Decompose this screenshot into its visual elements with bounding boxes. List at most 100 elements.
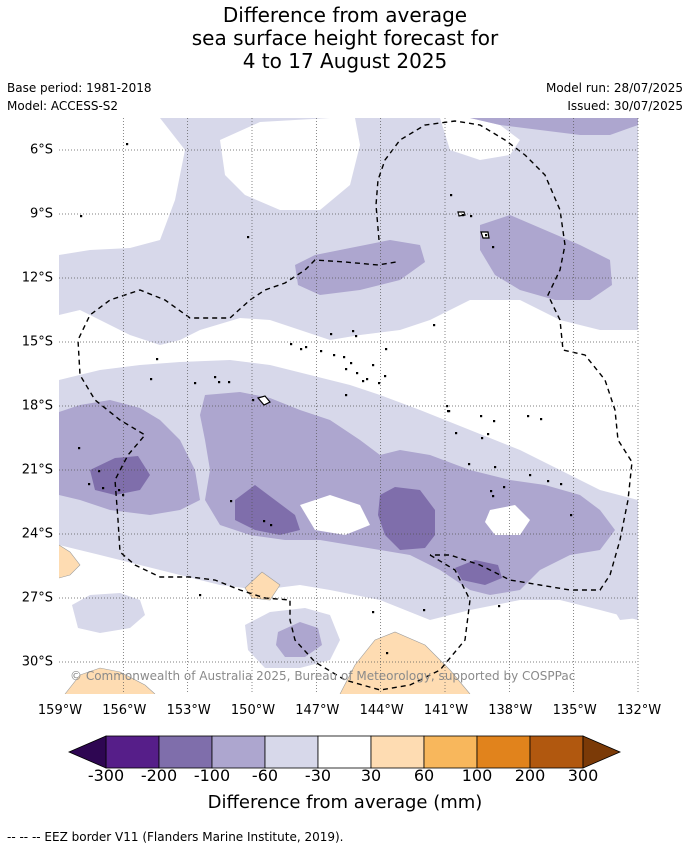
- island-dot: [446, 405, 449, 408]
- island-dot: [320, 350, 323, 353]
- island-dot: [455, 432, 458, 435]
- colorbar-tick-label: 200: [514, 766, 546, 785]
- island-dot: [345, 368, 348, 371]
- island-dot: [305, 346, 308, 349]
- island-dot: [122, 494, 125, 497]
- island-dot: [468, 463, 471, 466]
- island-dot: [498, 605, 501, 608]
- gridlines: [59, 118, 639, 694]
- island-dot: [80, 215, 83, 218]
- contour-dark-central: [235, 485, 300, 535]
- contour-mid-ne: [480, 215, 612, 300]
- island-dot: [78, 447, 81, 450]
- island-dot: [300, 348, 303, 351]
- contour-mid-north: [355, 118, 638, 135]
- colorbar-over-arrow: [582, 735, 622, 769]
- island-dot: [447, 410, 450, 413]
- contour-mid-south: [276, 622, 322, 657]
- lon-tick-label: 132°W: [616, 703, 662, 718]
- lat-tick-label: 27°S: [21, 590, 53, 606]
- island-dot: [503, 486, 506, 489]
- island-dot: [384, 375, 387, 378]
- contour-white-n2: [220, 118, 360, 210]
- model-run: Model run: 28/07/2025: [545, 81, 683, 95]
- lon-tick-label: 144°W: [359, 703, 404, 718]
- lat-tick-label: 21°S: [21, 462, 53, 478]
- colorbar-segment: [476, 735, 531, 769]
- island-dot: [547, 480, 550, 483]
- island-dot: [270, 524, 273, 527]
- colorbar-segments: [105, 735, 584, 769]
- island-dot: [570, 514, 573, 517]
- colorbar-tick-label: 30: [360, 766, 382, 785]
- island-dot: [345, 394, 348, 397]
- island-dot: [126, 143, 129, 146]
- island-dot: [423, 609, 426, 612]
- island-dot: [492, 495, 495, 498]
- island-dot: [492, 246, 495, 249]
- island-dot: [470, 215, 473, 218]
- contour-pos-sw: [65, 668, 155, 694]
- lon-tick-label: 150°W: [230, 703, 276, 718]
- island-dot: [98, 470, 101, 473]
- lat-tick-label: 6°S: [29, 142, 53, 158]
- island-dot: [355, 335, 358, 338]
- island-dot: [362, 380, 365, 383]
- colorbar-segment: [370, 735, 425, 769]
- island-dot: [199, 594, 202, 597]
- title-line-3: 4 to 17 August 2025: [242, 49, 448, 73]
- colorbar-segment: [211, 735, 266, 769]
- island-dot: [490, 490, 493, 493]
- model-name: Model: ACCESS-S2: [7, 99, 119, 113]
- lon-tick-label: 138°W: [488, 703, 533, 718]
- island-dot: [102, 487, 105, 490]
- island-dot: [386, 652, 389, 655]
- island-dot: [218, 381, 221, 384]
- island-dot: [252, 399, 255, 402]
- latitude-axis: 6°S 9°S 12°S 15°S 18°S 21°S 24°S 27°S 30°S: [0, 0, 53, 850]
- lat-tick-label: 30°S: [21, 654, 53, 670]
- colorbar-tick-label: 100: [461, 766, 493, 785]
- island-dot: [247, 236, 250, 239]
- contour-lines: [59, 544, 471, 694]
- island-dot: [352, 330, 355, 333]
- island-dot: [263, 520, 266, 523]
- eez-borders: [77, 120, 633, 691]
- colorbar-segment: [317, 735, 372, 769]
- contour-white-n1: [59, 118, 185, 255]
- island-dot: [118, 489, 121, 492]
- title-line-2: sea surface height forecast for: [191, 26, 499, 50]
- island-dot: [150, 378, 153, 381]
- colorbar-tick-label: -200: [140, 766, 178, 785]
- island-dot: [372, 364, 375, 367]
- island-dot: [214, 376, 217, 379]
- island-dot: [88, 483, 91, 486]
- chart-title: Difference from average sea surface heig…: [0, 4, 690, 73]
- island-dot: [529, 474, 532, 477]
- lon-tick-label: 141°W: [423, 703, 469, 718]
- colorbar-tick-label: -100: [193, 766, 231, 785]
- island-dot: [343, 356, 346, 359]
- meta-right: Model run: 28/07/2025 Issued: 30/07/2025: [546, 79, 683, 115]
- lon-tick-label: 147°W: [295, 703, 340, 718]
- contour-mid-central-n: [295, 240, 425, 295]
- contour-light-se: [608, 545, 638, 620]
- island-dot: [378, 382, 381, 385]
- island-dot: [493, 420, 496, 423]
- island-dot: [494, 466, 497, 469]
- colorbar-under-arrow: [67, 735, 107, 769]
- colorbar-tick-label: -30: [304, 766, 332, 785]
- island-dot: [485, 234, 488, 237]
- colorbar-tick-label: 300: [567, 766, 599, 785]
- island-dots: [78, 143, 573, 655]
- island-dot: [366, 378, 369, 381]
- contour-white-se: [485, 505, 530, 535]
- copyright-note: © Commonwealth of Australia 2025, Bureau…: [70, 669, 576, 683]
- meta-left: Base period: 1981-2018 Model: ACCESS-S2: [7, 79, 152, 115]
- colorbar-tick-label: -300: [87, 766, 125, 785]
- island-dot: [433, 324, 436, 327]
- island-dot: [330, 333, 333, 336]
- island-dot: [481, 437, 484, 440]
